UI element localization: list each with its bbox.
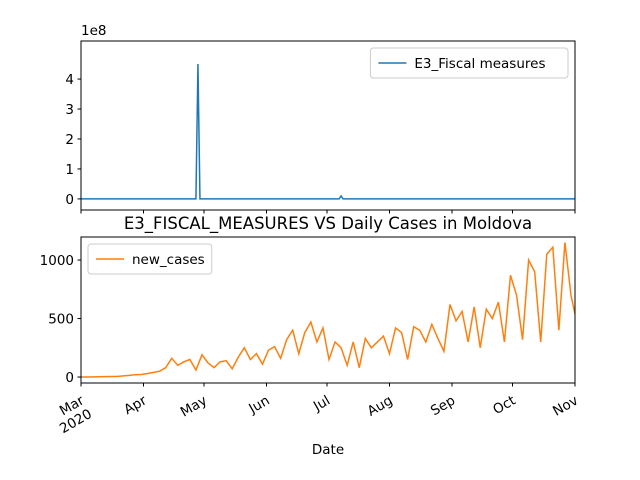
series-line xyxy=(81,242,575,378)
x-tick-label: Jun xyxy=(245,393,272,418)
legend-box xyxy=(87,243,213,275)
offset-text: 1e8 xyxy=(81,23,106,39)
y-tick-label: 0 xyxy=(65,192,74,208)
series-line xyxy=(81,64,575,200)
x-tick-label: Nov xyxy=(550,393,581,420)
y-tick-label: 0 xyxy=(65,370,74,386)
y-tick-label: 1 xyxy=(65,162,74,178)
legend-label: new_cases xyxy=(132,252,205,268)
y-tick-label: 500 xyxy=(48,312,74,328)
x-tick-label: Oct xyxy=(490,393,518,419)
legend-label: E3_Fiscal measures xyxy=(414,56,545,72)
x-tick-label: May xyxy=(178,393,210,421)
x-tick-label: Apr xyxy=(121,392,150,418)
legend-box xyxy=(369,47,569,79)
x-tick-label: Jul xyxy=(310,393,333,416)
chart-title: E3_FISCAL_MEASURES VS Daily Cases in Mol… xyxy=(124,214,532,234)
x-axis-label: Date xyxy=(312,442,344,458)
y-tick-label: 2 xyxy=(65,132,74,148)
axes-frame xyxy=(80,40,576,211)
y-tick-label: 3 xyxy=(65,102,74,118)
y-tick-label: 4 xyxy=(65,72,74,88)
x-tick-label: Sep xyxy=(428,393,458,420)
x-tick-label: Mar2020 xyxy=(49,392,95,437)
axes-frame xyxy=(80,236,576,384)
x-tick-label: Aug xyxy=(365,393,396,420)
y-tick-label: 1000 xyxy=(40,253,74,269)
